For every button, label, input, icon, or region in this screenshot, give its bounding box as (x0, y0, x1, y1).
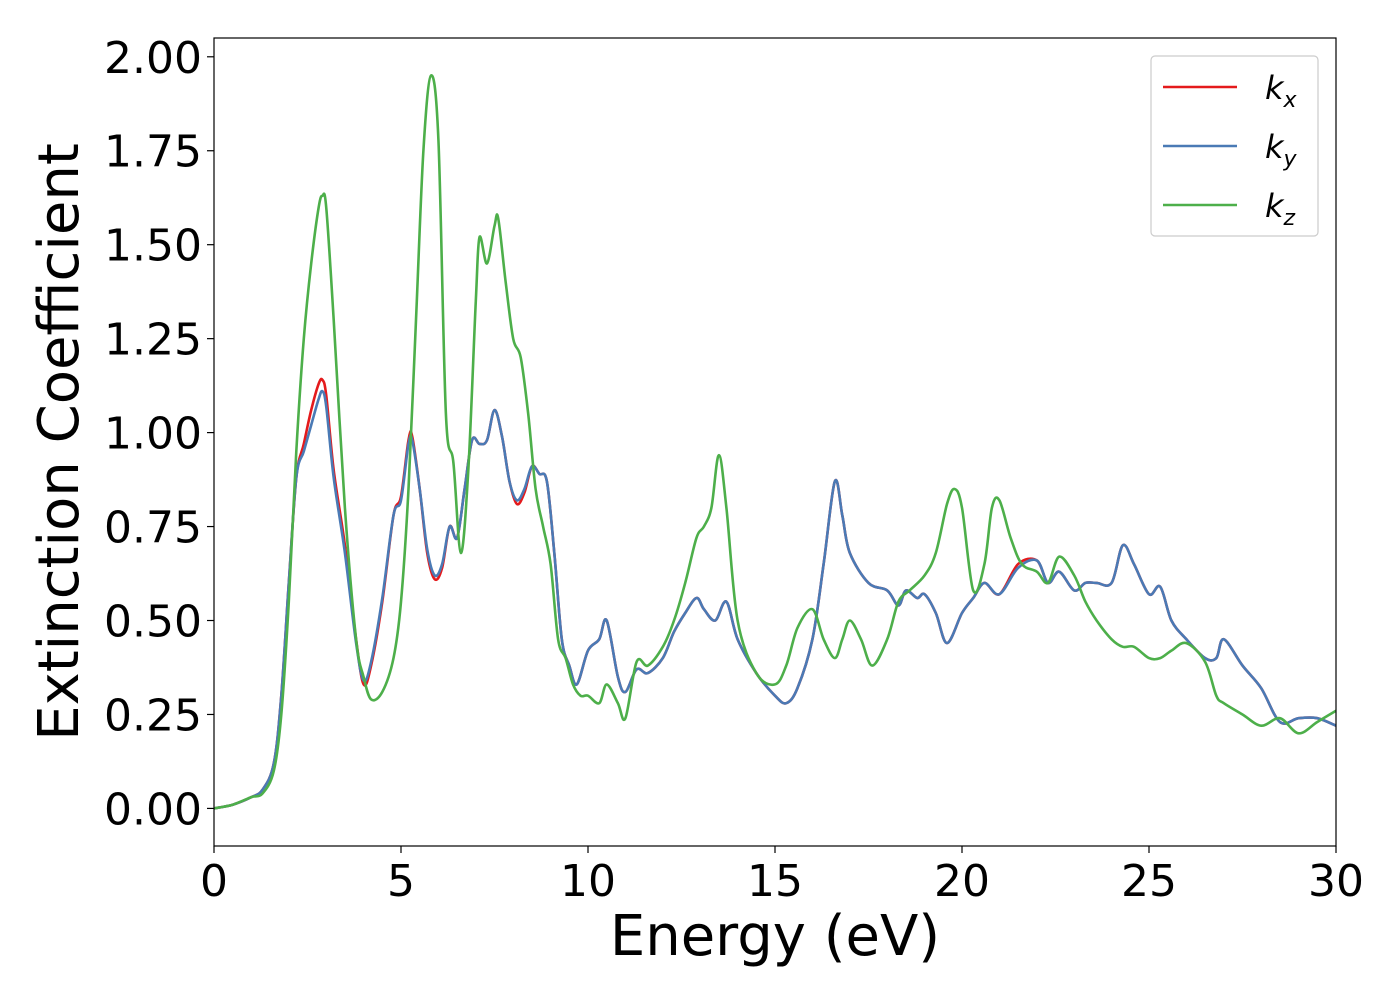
series-line-z (214, 74, 1336, 810)
x-tick-label: 25 (1121, 856, 1177, 907)
series-line-y (214, 389, 1336, 810)
y-tick-label: 2.00 (104, 33, 202, 84)
y-tick-label: 1.75 (104, 127, 202, 178)
y-tick-label: 0.25 (104, 690, 202, 741)
y-tick-label: 0.50 (104, 597, 202, 648)
x-tick-label: 15 (747, 856, 803, 907)
y-axis-ticks: 0.00 0.25 0.50 0.75 1.00 1.25 1.50 1.75 2.00 (104, 33, 214, 835)
y-tick-label: 0.75 (104, 503, 202, 554)
y-tick-label: 1.25 (104, 315, 202, 366)
x-axis-ticks: 0 5 10 15 20 25 30 (200, 846, 1364, 907)
legend-label-x: kx (1265, 69, 1298, 113)
legend-label-z: kz (1265, 187, 1296, 231)
x-tick-label: 5 (387, 856, 415, 907)
series-layer (214, 74, 1336, 810)
x-tick-label: 0 (200, 856, 228, 907)
legend: kx ky kz (1150, 55, 1319, 237)
x-axis-title: Energy (eV) (610, 904, 940, 969)
y-tick-label: 1.50 (104, 221, 202, 272)
y-tick-label: 1.00 (104, 409, 202, 460)
x-tick-label: 30 (1308, 856, 1364, 907)
x-tick-label: 10 (560, 856, 616, 907)
y-tick-label: 0.00 (104, 784, 202, 835)
x-tick-label: 20 (934, 856, 990, 907)
legend-label-y: ky (1265, 128, 1298, 172)
y-axis-title: Extinction Coefficient (27, 143, 92, 741)
